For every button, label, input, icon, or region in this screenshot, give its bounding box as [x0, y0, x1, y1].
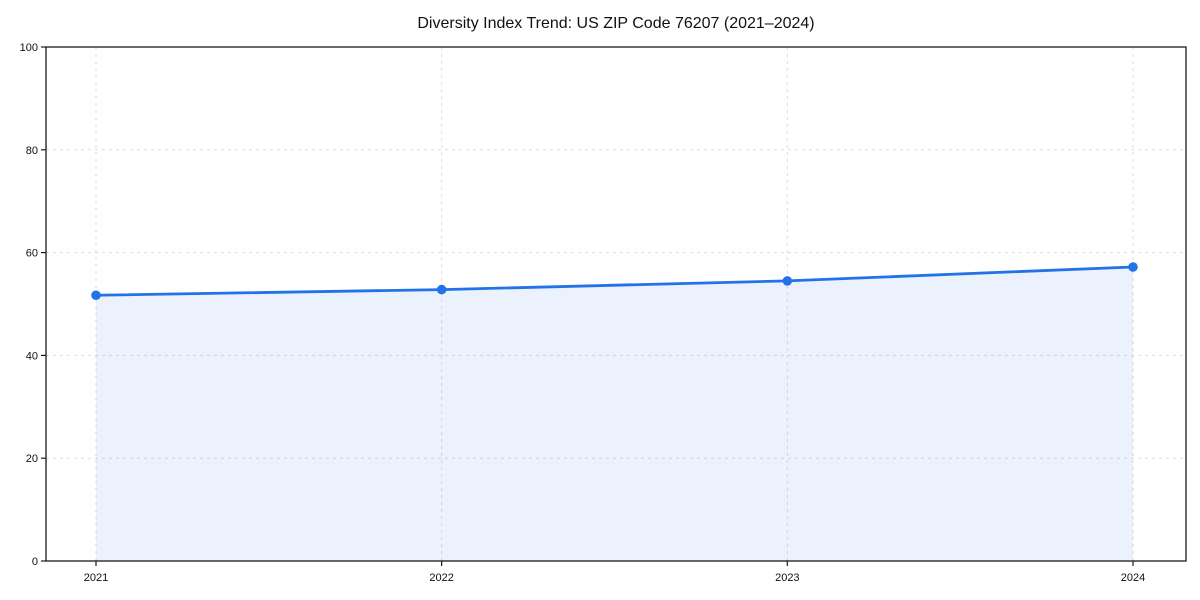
grid-layer: [46, 46, 1186, 562]
x-tick-label: 2023: [775, 572, 799, 584]
area-fill: [96, 266, 1133, 561]
y-tick-label: 100: [20, 42, 38, 54]
trend-line: [94, 265, 1135, 297]
y-tick-label: 40: [26, 350, 38, 362]
data-point-marker-2021: [91, 290, 101, 301]
x-tick-label: 2022: [429, 572, 453, 584]
data-point-marker-2024: [1128, 262, 1138, 272]
y-tick-label: 20: [26, 453, 38, 465]
y-tick-label: 80: [26, 145, 38, 157]
y-tick-label: 60: [26, 248, 38, 260]
y-tick-label: 0: [32, 556, 38, 568]
x-tick-label: 2021: [84, 572, 108, 584]
data-point-marker-2022: [436, 284, 447, 295]
x-tick-label: 2024: [1121, 572, 1145, 584]
data-point-marker-2023: [782, 276, 793, 286]
axes-layer: 0 20 40 60 80 100 2021 2022 2023 2024: [20, 42, 1187, 584]
series-layer: [91, 262, 1138, 561]
plot-border: [45, 46, 1187, 562]
chart-title: Diversity Index Trend: US ZIP Code 76207…: [417, 15, 814, 32]
